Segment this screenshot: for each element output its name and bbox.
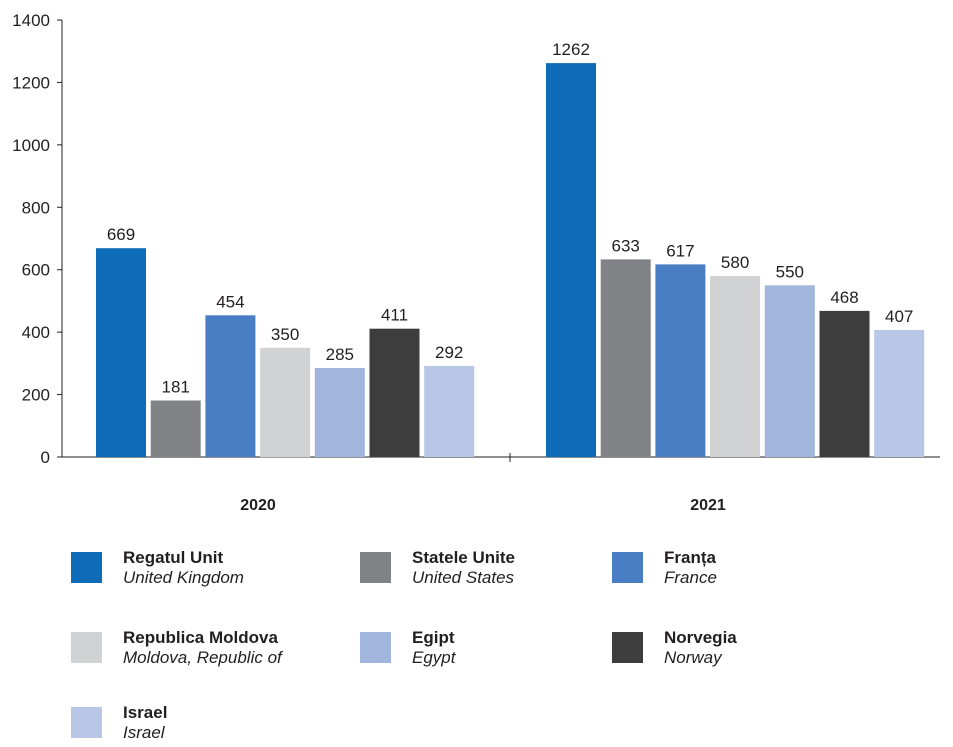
y-tick-label: 800 (22, 198, 50, 217)
legend-text: Israel Israel (123, 703, 167, 743)
legend-series-name: Israel (123, 703, 168, 722)
data-label: 181 (162, 378, 190, 397)
data-label: 669 (107, 225, 135, 244)
legend-swatch (612, 632, 643, 663)
data-label: 411 (381, 306, 408, 325)
data-label: 454 (216, 292, 244, 311)
bar (819, 310, 870, 457)
bar (874, 330, 925, 457)
legend-series-name-en: Moldova, Republic of (123, 648, 282, 667)
legend-swatch (71, 632, 102, 663)
legend-series-name-en: United States (412, 568, 515, 587)
data-label: 580 (721, 253, 749, 272)
legend-swatch (71, 707, 102, 738)
legend-swatch (360, 552, 391, 583)
legend-text: Statele Unite United States (412, 548, 515, 588)
data-label: 617 (666, 241, 694, 260)
data-label: 468 (830, 288, 858, 307)
bar (96, 248, 146, 457)
data-label: 550 (776, 262, 804, 281)
y-axis: 0 200 400 600 800 1000 1200 1400 (12, 11, 63, 467)
legend-text: Franța France (664, 548, 717, 588)
legend-text: Regatul Unit United Kingdom (123, 548, 244, 588)
y-tick-label: 200 (22, 386, 50, 405)
bar-chart: 0 200 400 600 800 1000 1200 1400 669 181 454 350 28… (12, 11, 940, 514)
legend-series-name: Statele Unite (412, 548, 515, 567)
legend-series-name-en: France (664, 568, 717, 587)
legend-swatch (360, 632, 391, 663)
legend-text: Norvegia Norway (664, 628, 737, 668)
data-label: 292 (435, 343, 463, 362)
legend-text: Republica Moldova Moldova, Republic of (123, 628, 282, 668)
data-label: 350 (271, 325, 299, 344)
bar (150, 400, 201, 457)
bar (260, 347, 311, 458)
legend-series-name: Egipt (412, 628, 455, 647)
data-label: 285 (326, 345, 354, 364)
data-labels: 669 181 454 350 285 411 292 1262 633 617 580 550 468… (107, 40, 914, 396)
bar (369, 328, 420, 457)
bar (424, 365, 475, 457)
legend-series-name: Regatul Unit (123, 548, 224, 567)
legend-series-name: Norvegia (664, 628, 737, 647)
bar (600, 259, 651, 457)
bar (546, 63, 596, 457)
legend-swatch (612, 552, 643, 583)
legend-series-name: Republica Moldova (123, 628, 278, 647)
legend-series-name-en: Israel (123, 723, 165, 742)
bar (655, 264, 706, 457)
data-label: 1262 (552, 40, 590, 59)
y-tick-label: 1200 (12, 73, 50, 92)
legend-series-name-en: Norway (664, 648, 722, 667)
legend-series-name-en: United Kingdom (123, 568, 244, 587)
legend-series-name: Franța (664, 548, 716, 567)
legend-text: Egipt Egypt (412, 628, 455, 668)
data-label: 407 (885, 307, 913, 326)
data-label: 633 (612, 236, 640, 255)
legend-series-name-en: Egypt (412, 648, 456, 667)
y-tick-label: 0 (41, 448, 50, 467)
y-tick-label: 1000 (12, 136, 50, 155)
y-tick-label: 1400 (12, 11, 50, 30)
group-labels: 2020 2021 (240, 497, 726, 514)
x-category-label: 2021 (690, 497, 726, 514)
bar (764, 285, 815, 457)
legend-swatch (71, 552, 102, 583)
y-tick-label: 600 (22, 261, 50, 280)
y-tick-label: 400 (22, 323, 50, 342)
bar (205, 315, 256, 457)
bar (710, 276, 761, 457)
x-category-label: 2020 (240, 497, 276, 514)
bar (314, 368, 365, 457)
bars (96, 63, 925, 458)
